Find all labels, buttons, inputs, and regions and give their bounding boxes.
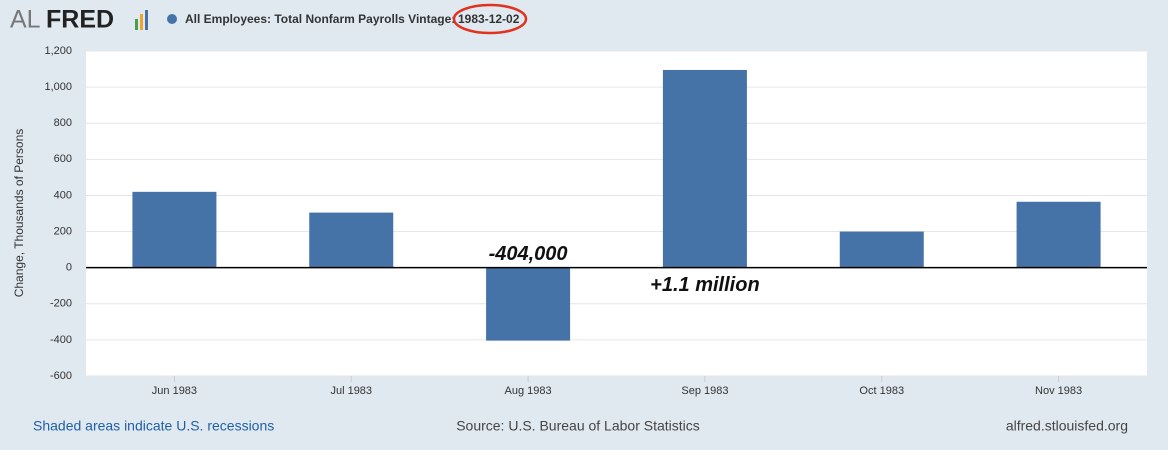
x-tick-label: Jun 1983 xyxy=(152,385,197,397)
y-tick-label: 200 xyxy=(54,225,72,237)
bar xyxy=(662,69,747,268)
y-tick-label: 1,200 xyxy=(44,45,72,57)
x-tick-label: Aug 1983 xyxy=(505,385,552,397)
bar xyxy=(309,212,394,268)
x-tick-label: Oct 1983 xyxy=(859,385,904,397)
y-tick-label: -400 xyxy=(50,334,72,346)
y-axis-label: Change, Thousands of Persons xyxy=(12,129,26,298)
chart-title: All Employees: Total Nonfarm Payrolls Vi… xyxy=(185,12,455,26)
recession-note[interactable]: Shaded areas indicate U.S. recessions xyxy=(33,418,274,434)
x-tick-label: Sep 1983 xyxy=(681,385,728,397)
bar xyxy=(132,191,217,268)
x-tick-label: Nov 1983 xyxy=(1035,385,1082,397)
annotation: -404,000 xyxy=(489,243,568,265)
logo-al: AL xyxy=(10,6,41,34)
site: alfred.stlouisfed.org xyxy=(1006,418,1128,434)
logo-icon xyxy=(135,10,148,30)
vintage: 1983-12-02 xyxy=(458,12,520,26)
plot-area xyxy=(86,51,1147,376)
x-tick-label: Jul 1983 xyxy=(330,385,372,397)
y-tick-label: 0 xyxy=(66,262,72,274)
highlight-circle xyxy=(452,3,528,35)
y-tick-label: 400 xyxy=(54,189,72,201)
annotation: +1.1 million xyxy=(650,274,759,296)
y-tick-label: -200 xyxy=(50,298,72,310)
bar xyxy=(1016,201,1101,268)
bar xyxy=(839,231,924,268)
y-tick-label: 600 xyxy=(54,153,72,165)
y-tick-label: 1,000 xyxy=(44,81,72,93)
bar xyxy=(486,267,571,341)
legend-dot xyxy=(167,14,177,24)
y-tick-label: -600 xyxy=(50,370,72,382)
source: Source: U.S. Bureau of Labor Statistics xyxy=(456,418,700,434)
logo-fred: FRED xyxy=(46,6,114,34)
y-tick-label: 800 xyxy=(54,117,72,129)
